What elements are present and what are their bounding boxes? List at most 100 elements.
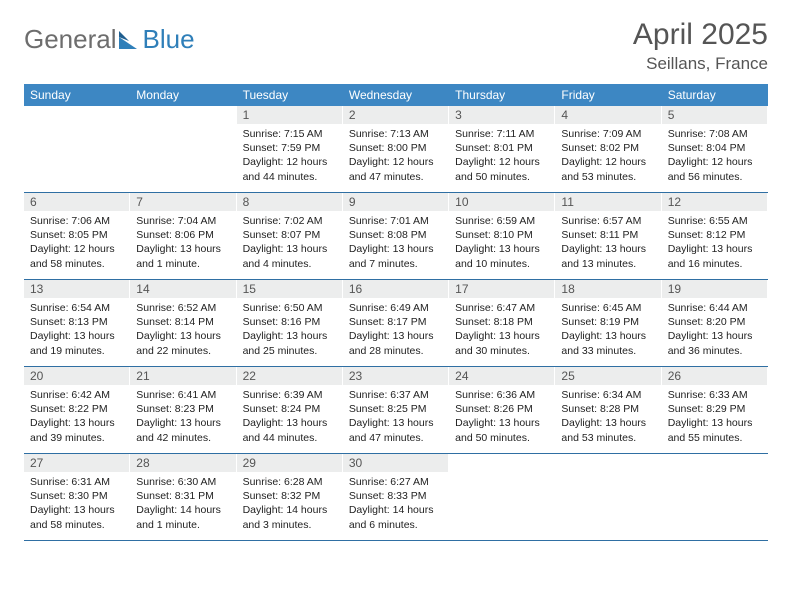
- daylight-line1: Daylight: 14 hours: [349, 503, 443, 517]
- day-body: Sunrise: 6:44 AMSunset: 8:20 PMDaylight:…: [662, 298, 768, 362]
- weekday-header: Tuesday: [237, 84, 343, 106]
- day-cell: 1Sunrise: 7:15 AMSunset: 7:59 PMDaylight…: [237, 106, 343, 192]
- weekday-header: Friday: [555, 84, 661, 106]
- daylight-line1: Daylight: 13 hours: [561, 329, 655, 343]
- day-body: Sunrise: 6:37 AMSunset: 8:25 PMDaylight:…: [343, 385, 449, 449]
- day-cell: 2Sunrise: 7:13 AMSunset: 8:00 PMDaylight…: [343, 106, 449, 192]
- day-body: Sunrise: 6:42 AMSunset: 8:22 PMDaylight:…: [24, 385, 130, 449]
- sunset-text: Sunset: 8:24 PM: [243, 402, 337, 416]
- sunrise-text: Sunrise: 6:49 AM: [349, 301, 443, 315]
- day-cell: 16Sunrise: 6:49 AMSunset: 8:17 PMDayligh…: [343, 280, 449, 366]
- sunrise-text: Sunrise: 6:55 AM: [668, 214, 762, 228]
- day-body: Sunrise: 6:27 AMSunset: 8:33 PMDaylight:…: [343, 472, 449, 536]
- sunset-text: Sunset: 8:16 PM: [243, 315, 337, 329]
- day-cell: 18Sunrise: 6:45 AMSunset: 8:19 PMDayligh…: [555, 280, 661, 366]
- sunrise-text: Sunrise: 6:50 AM: [243, 301, 337, 315]
- sunset-text: Sunset: 8:26 PM: [455, 402, 549, 416]
- day-cell: 13Sunrise: 6:54 AMSunset: 8:13 PMDayligh…: [24, 280, 130, 366]
- brand-logo: General Blue: [24, 24, 195, 55]
- day-body: Sunrise: 6:31 AMSunset: 8:30 PMDaylight:…: [24, 472, 130, 536]
- day-cell: 19Sunrise: 6:44 AMSunset: 8:20 PMDayligh…: [662, 280, 768, 366]
- daylight-line2: and 4 minutes.: [243, 257, 337, 271]
- sunrise-text: Sunrise: 7:08 AM: [668, 127, 762, 141]
- day-cell: 20Sunrise: 6:42 AMSunset: 8:22 PMDayligh…: [24, 367, 130, 453]
- day-cell: [555, 454, 661, 540]
- sunset-text: Sunset: 8:20 PM: [668, 315, 762, 329]
- day-cell: 22Sunrise: 6:39 AMSunset: 8:24 PMDayligh…: [237, 367, 343, 453]
- daylight-line1: Daylight: 13 hours: [561, 242, 655, 256]
- sunrise-text: Sunrise: 7:09 AM: [561, 127, 655, 141]
- day-number: 10: [449, 193, 555, 211]
- daylight-line1: Daylight: 12 hours: [349, 155, 443, 169]
- day-number: 22: [237, 367, 343, 385]
- day-cell: 10Sunrise: 6:59 AMSunset: 8:10 PMDayligh…: [449, 193, 555, 279]
- daylight-line2: and 39 minutes.: [30, 431, 124, 445]
- daylight-line1: Daylight: 13 hours: [30, 416, 124, 430]
- weekday-header-row: Sunday Monday Tuesday Wednesday Thursday…: [24, 84, 768, 106]
- day-cell: 5Sunrise: 7:08 AMSunset: 8:04 PMDaylight…: [662, 106, 768, 192]
- day-cell: 30Sunrise: 6:27 AMSunset: 8:33 PMDayligh…: [343, 454, 449, 540]
- daylight-line1: Daylight: 13 hours: [349, 329, 443, 343]
- day-body: Sunrise: 6:52 AMSunset: 8:14 PMDaylight:…: [130, 298, 236, 362]
- day-cell: 8Sunrise: 7:02 AMSunset: 8:07 PMDaylight…: [237, 193, 343, 279]
- sunset-text: Sunset: 8:01 PM: [455, 141, 549, 155]
- sunrise-text: Sunrise: 6:31 AM: [30, 475, 124, 489]
- sunset-text: Sunset: 8:02 PM: [561, 141, 655, 155]
- day-body: Sunrise: 7:15 AMSunset: 7:59 PMDaylight:…: [237, 124, 343, 188]
- sunrise-text: Sunrise: 6:41 AM: [136, 388, 230, 402]
- day-body: Sunrise: 6:28 AMSunset: 8:32 PMDaylight:…: [237, 472, 343, 536]
- sunset-text: Sunset: 8:28 PM: [561, 402, 655, 416]
- sunset-text: Sunset: 8:30 PM: [30, 489, 124, 503]
- day-body: Sunrise: 6:33 AMSunset: 8:29 PMDaylight:…: [662, 385, 768, 449]
- sunrise-text: Sunrise: 6:52 AM: [136, 301, 230, 315]
- day-number: 2: [343, 106, 449, 124]
- daylight-line1: Daylight: 13 hours: [668, 329, 762, 343]
- daylight-line1: Daylight: 13 hours: [30, 503, 124, 517]
- daylight-line2: and 1 minute.: [136, 518, 230, 532]
- sunrise-text: Sunrise: 6:30 AM: [136, 475, 230, 489]
- day-cell: 26Sunrise: 6:33 AMSunset: 8:29 PMDayligh…: [662, 367, 768, 453]
- day-number: 12: [662, 193, 768, 211]
- daylight-line2: and 19 minutes.: [30, 344, 124, 358]
- day-number: 15: [237, 280, 343, 298]
- weekday-header: Wednesday: [343, 84, 449, 106]
- day-body: Sunrise: 6:34 AMSunset: 8:28 PMDaylight:…: [555, 385, 661, 449]
- sunrise-text: Sunrise: 7:11 AM: [455, 127, 549, 141]
- week-row: 27Sunrise: 6:31 AMSunset: 8:30 PMDayligh…: [24, 454, 768, 541]
- day-cell: 21Sunrise: 6:41 AMSunset: 8:23 PMDayligh…: [130, 367, 236, 453]
- daylight-line1: Daylight: 13 hours: [668, 242, 762, 256]
- day-cell: 27Sunrise: 6:31 AMSunset: 8:30 PMDayligh…: [24, 454, 130, 540]
- day-body: Sunrise: 6:39 AMSunset: 8:24 PMDaylight:…: [237, 385, 343, 449]
- daylight-line1: Daylight: 12 hours: [243, 155, 337, 169]
- day-body: Sunrise: 6:50 AMSunset: 8:16 PMDaylight:…: [237, 298, 343, 362]
- daylight-line1: Daylight: 13 hours: [561, 416, 655, 430]
- day-cell: [449, 454, 555, 540]
- sunrise-text: Sunrise: 6:59 AM: [455, 214, 549, 228]
- day-cell: 24Sunrise: 6:36 AMSunset: 8:26 PMDayligh…: [449, 367, 555, 453]
- sunrise-text: Sunrise: 7:04 AM: [136, 214, 230, 228]
- day-number: 25: [555, 367, 661, 385]
- sunset-text: Sunset: 8:25 PM: [349, 402, 443, 416]
- day-body: Sunrise: 6:45 AMSunset: 8:19 PMDaylight:…: [555, 298, 661, 362]
- day-number: 6: [24, 193, 130, 211]
- daylight-line2: and 53 minutes.: [561, 170, 655, 184]
- daylight-line2: and 55 minutes.: [668, 431, 762, 445]
- sunset-text: Sunset: 8:13 PM: [30, 315, 124, 329]
- sunrise-text: Sunrise: 6:37 AM: [349, 388, 443, 402]
- day-number: 23: [343, 367, 449, 385]
- logo-triangle-icon: [119, 31, 141, 49]
- day-body: Sunrise: 7:01 AMSunset: 8:08 PMDaylight:…: [343, 211, 449, 275]
- sunrise-text: Sunrise: 6:47 AM: [455, 301, 549, 315]
- daylight-line1: Daylight: 13 hours: [349, 416, 443, 430]
- daylight-line2: and 33 minutes.: [561, 344, 655, 358]
- sunset-text: Sunset: 8:23 PM: [136, 402, 230, 416]
- week-row: 13Sunrise: 6:54 AMSunset: 8:13 PMDayligh…: [24, 280, 768, 367]
- daylight-line2: and 13 minutes.: [561, 257, 655, 271]
- day-number: 29: [237, 454, 343, 472]
- location-subtitle: Seillans, France: [633, 54, 768, 74]
- daylight-line2: and 10 minutes.: [455, 257, 549, 271]
- daylight-line2: and 22 minutes.: [136, 344, 230, 358]
- day-cell: 7Sunrise: 7:04 AMSunset: 8:06 PMDaylight…: [130, 193, 236, 279]
- sunrise-text: Sunrise: 7:02 AM: [243, 214, 337, 228]
- sunset-text: Sunset: 8:29 PM: [668, 402, 762, 416]
